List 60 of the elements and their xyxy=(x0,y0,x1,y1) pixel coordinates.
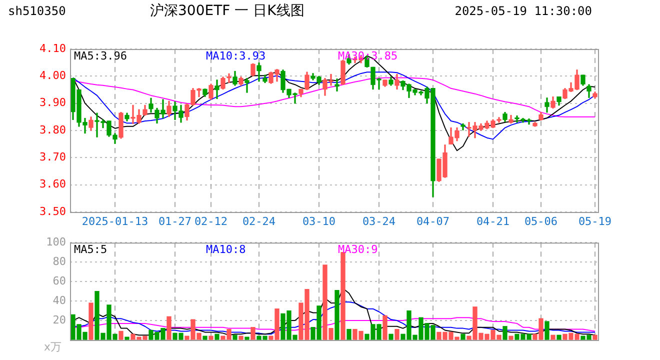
x-tick-label: 01-27 xyxy=(158,215,192,229)
y-axis-title: x万 xyxy=(44,340,62,354)
chart-title: 沪深300ETF 一 日K线图 xyxy=(150,2,304,20)
bar xyxy=(550,334,556,340)
y-tick-label: 3.90 xyxy=(40,96,66,110)
text: MA10:8 xyxy=(206,242,246,256)
bar xyxy=(238,336,244,340)
bar xyxy=(346,328,352,340)
y-tick-label: 100 xyxy=(46,235,66,248)
x-tick-label: 05-06 xyxy=(524,215,558,229)
bar xyxy=(382,315,388,340)
y-tick-label: 60 xyxy=(52,274,66,288)
x-tick-label: 05-19 xyxy=(578,215,612,229)
x-tick-label: 2025-01-13 xyxy=(82,215,148,229)
y-tick-label: 3.50 xyxy=(40,204,66,218)
bar xyxy=(556,334,562,340)
bar xyxy=(250,327,256,340)
chart-subtitle: sh510350 xyxy=(8,4,66,18)
bar xyxy=(334,290,340,340)
y-tick-label: 20 xyxy=(52,313,66,326)
bar xyxy=(340,252,346,340)
bar xyxy=(232,334,238,340)
x-tick-label: 02-24 xyxy=(242,215,276,229)
bar xyxy=(202,336,208,340)
text: MA30:9 xyxy=(338,242,378,256)
bar xyxy=(208,336,214,340)
x-tick-label: 03-10 xyxy=(302,215,336,229)
bar xyxy=(214,334,220,340)
bar xyxy=(166,316,172,340)
series-label: MA5:3.96 xyxy=(74,49,127,62)
candlestick xyxy=(514,116,520,123)
bar xyxy=(544,321,550,340)
bar xyxy=(502,326,508,340)
y-tick-label: 4.10 xyxy=(40,42,66,55)
bar xyxy=(244,336,250,340)
bar xyxy=(460,334,466,340)
y-tick-label: 3.70 xyxy=(40,150,66,164)
bar xyxy=(508,336,514,340)
candlestick xyxy=(334,78,340,92)
bar xyxy=(124,336,130,340)
text: 2025-05-19 11:30:00 xyxy=(454,4,592,18)
y-tick-label: 80 xyxy=(52,254,66,268)
x-tick-label: 03-24 xyxy=(362,215,396,229)
bar xyxy=(118,330,124,340)
x-tick-label: 02-12 xyxy=(194,215,228,229)
candlestick xyxy=(226,73,232,84)
bar xyxy=(88,302,94,340)
y-tick-label: 40 xyxy=(52,294,66,307)
x-tick-label: 04-21 xyxy=(476,215,510,229)
bar xyxy=(388,334,394,340)
y-tick-label: 3.60 xyxy=(40,178,66,191)
bar xyxy=(592,334,598,340)
y-tick-label: 3.80 xyxy=(40,123,66,136)
x-tick-label: 04-07 xyxy=(416,215,450,229)
candlestick xyxy=(214,80,220,100)
series-label: MA10:3.93 xyxy=(206,49,266,62)
candlestick xyxy=(244,78,250,93)
y-tick-label: 4.00 xyxy=(40,69,66,82)
text: MA5:5 xyxy=(74,242,108,256)
bar xyxy=(394,328,400,340)
